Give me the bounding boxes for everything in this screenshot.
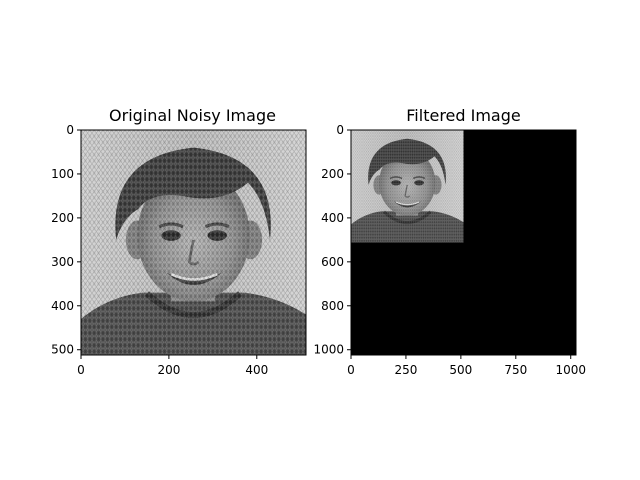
y-tick-label: 0 xyxy=(336,123,344,137)
x-tick-label: 200 xyxy=(157,363,180,377)
x-tick-label: 0 xyxy=(77,363,85,377)
chart-title-original: Original Noisy Image xyxy=(109,106,276,125)
y-tick-label: 800 xyxy=(321,299,344,313)
image-original xyxy=(81,130,306,355)
chart-title-filtered: Filtered Image xyxy=(406,106,520,125)
x-tick-label: 1000 xyxy=(555,363,586,377)
y-tick-label: 500 xyxy=(51,343,74,357)
y-tick-label: 400 xyxy=(51,299,74,313)
image-filtered xyxy=(349,128,466,245)
ticks-original: 0 200 400 0 100 200 300 400 500 xyxy=(51,123,268,377)
y-tick-label: 600 xyxy=(321,255,344,269)
axes-frame-original xyxy=(80,129,307,356)
y-tick-label: 300 xyxy=(51,255,74,269)
subplot-filtered: Filtered Image 0 250 500 750 100002004006008… xyxy=(313,106,586,377)
axes-frame-filtered xyxy=(350,129,577,356)
x-tick-label: 0 xyxy=(347,363,355,377)
y-tick-label: 200 xyxy=(321,167,344,181)
y-tick-label: 1000 xyxy=(313,343,344,357)
x-tick-label: 500 xyxy=(449,363,472,377)
y-tick-label: 100 xyxy=(51,167,74,181)
x-tick-label: 750 xyxy=(504,363,527,377)
y-tick-label: 0 xyxy=(66,123,74,137)
x-tick-label: 400 xyxy=(245,363,268,377)
x-tick-label: 250 xyxy=(394,363,417,377)
subplot-original: Original Noisy Image 0 200 400 0 100 200 300 40… xyxy=(51,106,306,377)
y-tick-label: 400 xyxy=(321,211,344,225)
y-tick-label: 200 xyxy=(51,211,74,225)
